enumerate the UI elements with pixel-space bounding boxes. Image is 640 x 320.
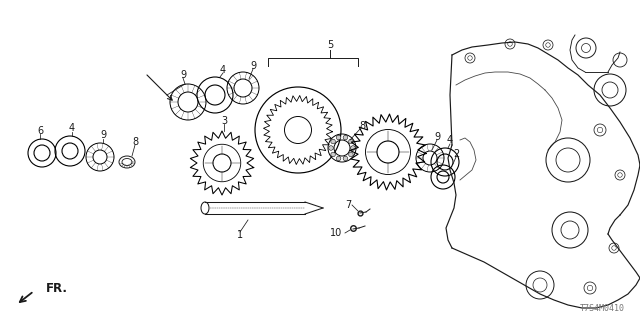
Text: 7: 7 — [345, 200, 351, 210]
Circle shape — [349, 152, 353, 157]
Circle shape — [331, 139, 335, 144]
Text: 9: 9 — [180, 70, 186, 80]
Text: 4: 4 — [69, 123, 75, 133]
Text: 2: 2 — [453, 149, 459, 159]
Text: T7S4M0410: T7S4M0410 — [580, 304, 625, 313]
Text: 9: 9 — [100, 130, 106, 140]
Text: 9: 9 — [434, 132, 440, 142]
Text: 10: 10 — [330, 228, 342, 238]
Text: 8: 8 — [359, 121, 365, 131]
Circle shape — [337, 156, 341, 161]
Text: 3: 3 — [221, 116, 227, 126]
Circle shape — [337, 135, 341, 140]
Circle shape — [331, 152, 335, 157]
Circle shape — [351, 146, 355, 150]
Circle shape — [343, 156, 348, 161]
Text: 8: 8 — [132, 137, 138, 147]
Text: 1: 1 — [237, 230, 243, 240]
Circle shape — [349, 139, 353, 144]
Text: 4: 4 — [447, 135, 453, 145]
Text: 5: 5 — [327, 40, 333, 50]
Circle shape — [343, 135, 348, 140]
Circle shape — [329, 146, 333, 150]
Text: 4: 4 — [220, 65, 226, 75]
Text: 6: 6 — [37, 126, 43, 136]
Text: FR.: FR. — [46, 283, 68, 295]
Text: 9: 9 — [250, 61, 256, 71]
